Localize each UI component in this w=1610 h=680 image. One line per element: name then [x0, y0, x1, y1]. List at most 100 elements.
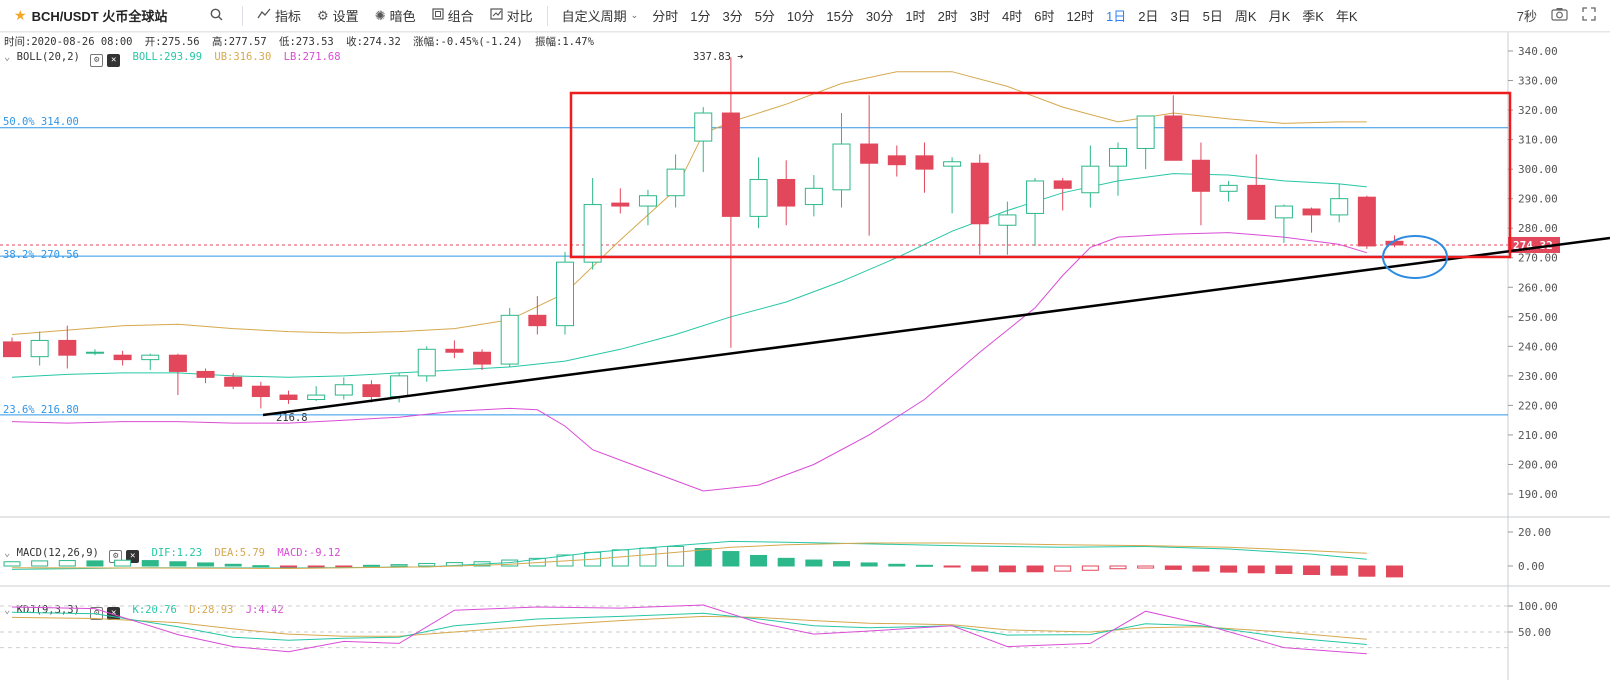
macd-bar — [611, 549, 629, 567]
macd-bar — [998, 565, 1016, 573]
boll-lb-line — [11, 232, 1367, 492]
star-icon[interactable]: ★ — [14, 7, 27, 23]
combo-button[interactable]: 组合 — [424, 6, 482, 25]
macd-bar — [1109, 565, 1127, 570]
price-tick-label: 330.00 — [1518, 75, 1558, 88]
candle-body — [970, 162, 989, 225]
period-5分[interactable]: 5分 — [754, 9, 775, 24]
macd-bar — [1386, 565, 1403, 578]
price-tick-label: 250.00 — [1518, 311, 1558, 324]
price-tick-label: 270.00 — [1518, 252, 1558, 265]
kdj-tick-label: 100.00 — [1518, 600, 1558, 613]
compare-button[interactable]: 对比 — [482, 6, 541, 25]
macd-bar — [750, 554, 768, 567]
countdown-label: 7秒 — [1516, 9, 1537, 24]
price-chart[interactable]: 190.00 200.00 210.00 220.00 230.00 240.00 250.… — [0, 32, 1610, 680]
period-分时[interactable]: 分时 — [652, 9, 679, 24]
period-12时[interactable]: 12时 — [1066, 9, 1094, 24]
macd-bar — [252, 565, 270, 568]
period-季K[interactable]: 季K — [1302, 9, 1324, 24]
candle-body — [417, 348, 436, 377]
symbol-selector[interactable]: ★ BCH/USDT 火币全球站 — [0, 6, 210, 25]
period-10分[interactable]: 10分 — [786, 9, 815, 24]
settings-button[interactable]: ⚙ 设置 — [309, 6, 367, 25]
boll-close-icon[interactable]: ✕ — [107, 54, 121, 67]
macd-bar — [971, 565, 989, 572]
macd-bar — [86, 560, 104, 567]
macd-bar — [860, 562, 878, 567]
macd-bar — [114, 559, 132, 567]
candle-body — [1081, 165, 1100, 194]
macd-bar — [280, 565, 297, 568]
period-4时[interactable]: 4时 — [1002, 9, 1023, 24]
candle-body — [1274, 205, 1293, 219]
period-年K[interactable]: 年K — [1335, 9, 1358, 24]
rectangle-drawing[interactable] — [569, 91, 1512, 259]
macd-bar — [694, 547, 712, 567]
period-1分[interactable]: 1分 — [690, 9, 711, 24]
ellipse-drawing[interactable] — [1382, 235, 1448, 279]
gear-icon: ⚙ — [317, 7, 329, 23]
compare-icon — [490, 8, 503, 23]
trendline-drawing[interactable] — [262, 236, 1610, 417]
camera-icon[interactable] — [1551, 7, 1568, 25]
candle-body — [1219, 184, 1238, 192]
candle-body — [638, 195, 657, 207]
candle-body — [307, 394, 326, 400]
macd-bar — [362, 564, 380, 567]
period-5日[interactable]: 5日 — [1202, 9, 1223, 24]
period-2日[interactable]: 2日 — [1138, 9, 1159, 24]
combo-label: 组合 — [447, 9, 474, 24]
candle-body — [279, 394, 298, 400]
macd-bar — [1192, 565, 1210, 572]
candle-body — [30, 339, 49, 358]
kdj-k-line — [11, 611, 1367, 645]
macd-value: MACD:-9.12 — [277, 547, 341, 559]
macd-dif-value: DIF:1.23 — [151, 547, 203, 559]
macd-bar — [1303, 565, 1321, 575]
price-tick-label: 310.00 — [1518, 134, 1558, 147]
indicators-button[interactable]: 指标 — [249, 6, 309, 25]
period-1时[interactable]: 1时 — [905, 9, 926, 24]
macd-bar — [1247, 565, 1265, 574]
candle-body — [334, 384, 353, 396]
theme-button[interactable]: ✺ 暗色 — [367, 6, 424, 25]
boll-lb-value: LB:271.68 — [283, 51, 341, 63]
kdj-d-value: D:28.93 — [189, 604, 234, 616]
boll-legend: ⌄ BOLL(20,2) ⚙ ✕ BOLL:293.99 UB:316.30 LB… — [4, 51, 341, 67]
period-30分[interactable]: 30分 — [865, 9, 894, 24]
price-tick-label: 300.00 — [1518, 163, 1558, 176]
ohlc-info: 时间:2020-08-26 08:00 开:275.56 高:277.57 低:… — [4, 34, 594, 49]
custom-period-dropdown[interactable]: 自定义周期 ⌄ — [554, 6, 647, 25]
price-tick-label: 340.00 — [1518, 45, 1558, 58]
price-tick-label: 220.00 — [1518, 399, 1558, 412]
candle-body — [3, 341, 21, 358]
fib-label-38: 38.2% 270.56 — [3, 249, 79, 261]
period-3分[interactable]: 3分 — [722, 9, 743, 24]
candle-body — [113, 354, 132, 361]
macd-tick-label: 20.00 — [1518, 526, 1551, 539]
price-tick-label: 260.00 — [1518, 281, 1558, 294]
period-月K[interactable]: 月K — [1268, 9, 1291, 24]
period-2时[interactable]: 2时 — [937, 9, 958, 24]
macd-dea-line — [11, 542, 1367, 570]
macd-dea-value: DEA:5.79 — [214, 547, 265, 559]
boll-mid-line — [11, 173, 1367, 378]
macd-bar — [805, 559, 823, 567]
candle-body — [749, 178, 768, 217]
candle-body — [473, 351, 492, 365]
period-3日[interactable]: 3日 — [1170, 9, 1191, 24]
period-6时[interactable]: 6时 — [1034, 9, 1055, 24]
period-周K[interactable]: 周K — [1234, 9, 1257, 24]
period-15分[interactable]: 15分 — [826, 9, 854, 24]
period-3时[interactable]: 3时 — [969, 9, 991, 24]
search-icon[interactable] — [210, 8, 236, 24]
candle-body — [583, 204, 602, 263]
kdj-tick-label: 50.00 — [1518, 626, 1551, 639]
period-1日[interactable]: 1日 — [1105, 9, 1127, 24]
fullscreen-icon[interactable] — [1582, 6, 1596, 25]
price-tick-label: 190.00 — [1518, 488, 1558, 501]
macd-bar — [1081, 565, 1099, 571]
candle-body — [224, 376, 243, 387]
boll-settings-icon[interactable]: ⚙ — [90, 54, 104, 67]
